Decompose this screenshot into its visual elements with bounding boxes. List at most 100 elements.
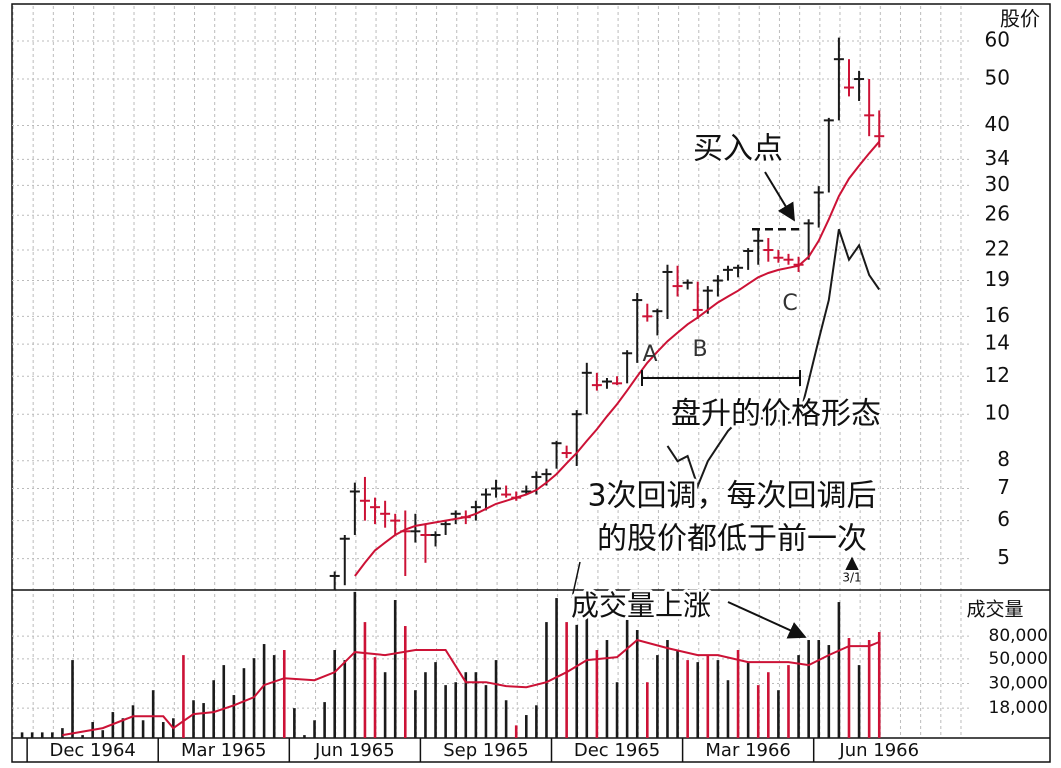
y-tick-label: 6 (997, 507, 1010, 531)
volume-bar (605, 640, 609, 738)
annotation: 的股价都低于前一次 (597, 522, 867, 557)
volume-bar (736, 650, 740, 738)
annotation: C (782, 291, 797, 316)
y-tick-label: 30 (985, 172, 1010, 196)
y-tick-label: 14 (985, 331, 1010, 355)
volume-bar (807, 640, 810, 738)
volume-bar (474, 672, 478, 738)
volume-bar (504, 700, 508, 738)
volume-bar (414, 690, 417, 738)
volume-bar (706, 655, 710, 738)
volume-bar (403, 626, 407, 738)
volume-bar (20, 732, 24, 738)
volume-bar (61, 728, 64, 738)
y-tick-label: 7 (997, 475, 1010, 499)
y2-axis-title: 成交量 (966, 599, 1023, 621)
volume-bar (232, 695, 236, 738)
y-tick-label: 34 (985, 146, 1010, 170)
volume-bar (101, 730, 105, 738)
volume-bar (575, 624, 579, 738)
y-tick-label: 26 (985, 202, 1010, 226)
volume-bar (827, 645, 831, 738)
y-tick-label: 19 (985, 267, 1010, 291)
volume-bar (161, 722, 165, 738)
y-tick-label: 18,000 (989, 698, 1048, 718)
volume-bar (635, 630, 639, 738)
volume-bar (151, 690, 155, 738)
volume-bar (716, 660, 720, 738)
volume-bar (40, 732, 44, 738)
moving-average (354, 141, 880, 577)
volume-bar (182, 655, 185, 738)
x-tick-label: Mar 1966 (705, 740, 791, 761)
volume-bar (494, 660, 498, 738)
volume-bar (202, 703, 205, 738)
annotation: 3/1 (842, 571, 861, 585)
x-tick-label: Dec 1965 (574, 740, 660, 761)
annotation: 盘升的价格形态 (671, 397, 881, 432)
x-tick-label: Dec 1964 (49, 740, 135, 761)
annotation: B (692, 337, 707, 362)
volume-bar (393, 600, 397, 738)
buy-arrow (764, 171, 795, 222)
pointer (571, 561, 581, 599)
y-tick-label: 12 (985, 363, 1010, 387)
volume-bar (524, 715, 528, 738)
volume-bar (343, 660, 347, 738)
volume-bar (585, 600, 589, 738)
y-tick-label: 10 (985, 401, 1010, 425)
volume-bar (565, 622, 568, 738)
volume-bar (434, 662, 437, 738)
relative-strength-line (666, 228, 881, 489)
volume-bar (464, 672, 468, 738)
volume-bar (817, 640, 821, 738)
y-tick-label: 50 (985, 66, 1010, 90)
volume-bar (444, 685, 447, 738)
volume-bar (192, 700, 195, 738)
volume-bar (595, 650, 599, 738)
volume-bar (867, 640, 871, 738)
y-axis-title: 股价 (1000, 7, 1040, 31)
volume-bar (615, 682, 619, 738)
volume-bar (797, 655, 800, 738)
volume-bar (30, 732, 34, 738)
annotation: 买入点 (693, 132, 783, 167)
volume-bar (726, 680, 730, 738)
volume-bar (212, 680, 215, 738)
volume-bar (383, 672, 387, 738)
volume-bar (746, 662, 750, 738)
annotation: 成交量上涨 (571, 589, 711, 622)
x-tick-label: Jun 1965 (314, 740, 395, 761)
volume-bar (81, 735, 84, 738)
volume-bar (353, 591, 357, 738)
volume-bar (363, 622, 367, 738)
price-panel (12, 37, 970, 590)
volume-bar (313, 720, 316, 738)
y-tick-label: 5 (997, 545, 1010, 569)
volume-bar (857, 665, 861, 738)
y-tick-label: 40 (985, 112, 1010, 136)
volume-bar (282, 650, 286, 738)
y-tick-label: 80,000 (989, 626, 1048, 646)
volume-bar (293, 708, 296, 738)
y-tick-label: 8 (997, 447, 1010, 471)
volume-bar (696, 662, 700, 738)
volume-bar (303, 735, 306, 738)
volume-bar (141, 720, 145, 738)
volume-bar (424, 672, 427, 738)
volume-bar (51, 732, 54, 738)
volume-bar (535, 705, 538, 738)
volume-panel (12, 591, 970, 738)
volume-bar (373, 657, 377, 738)
y-tick-label: 16 (985, 303, 1010, 327)
volume-bar (625, 619, 629, 738)
volume-bar (877, 632, 881, 738)
y-tick-label: 30,000 (989, 673, 1048, 693)
volume-bar (262, 644, 266, 738)
volume-bar (787, 665, 790, 738)
volume-bar (333, 650, 336, 738)
frame (11, 3, 1051, 763)
volume-bar (666, 640, 669, 738)
